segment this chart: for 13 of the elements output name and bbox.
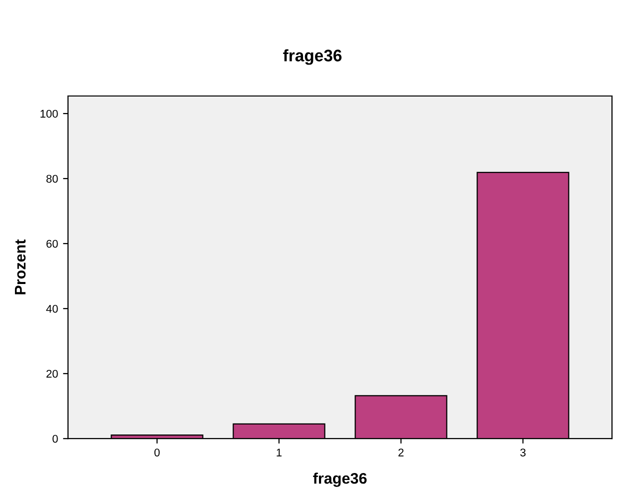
y-tick-label: 0: [52, 434, 58, 443]
y-tick-label: 20: [46, 370, 58, 378]
y-tick-label: 60: [46, 240, 58, 248]
y-tick-label: 100: [40, 110, 58, 118]
x-tick-label: 1: [276, 448, 282, 456]
x-axis-title: frage36: [313, 472, 367, 487]
x-tick-label: 0: [154, 448, 160, 456]
chart-title: frage36: [283, 49, 342, 65]
y-axis-title: Prozent: [14, 239, 26, 294]
x-tick-label: 3: [520, 448, 526, 456]
y-tick-label: 40: [46, 304, 58, 313]
x-tick-label: 2: [398, 448, 404, 456]
y-tick-label: 80: [46, 174, 58, 183]
